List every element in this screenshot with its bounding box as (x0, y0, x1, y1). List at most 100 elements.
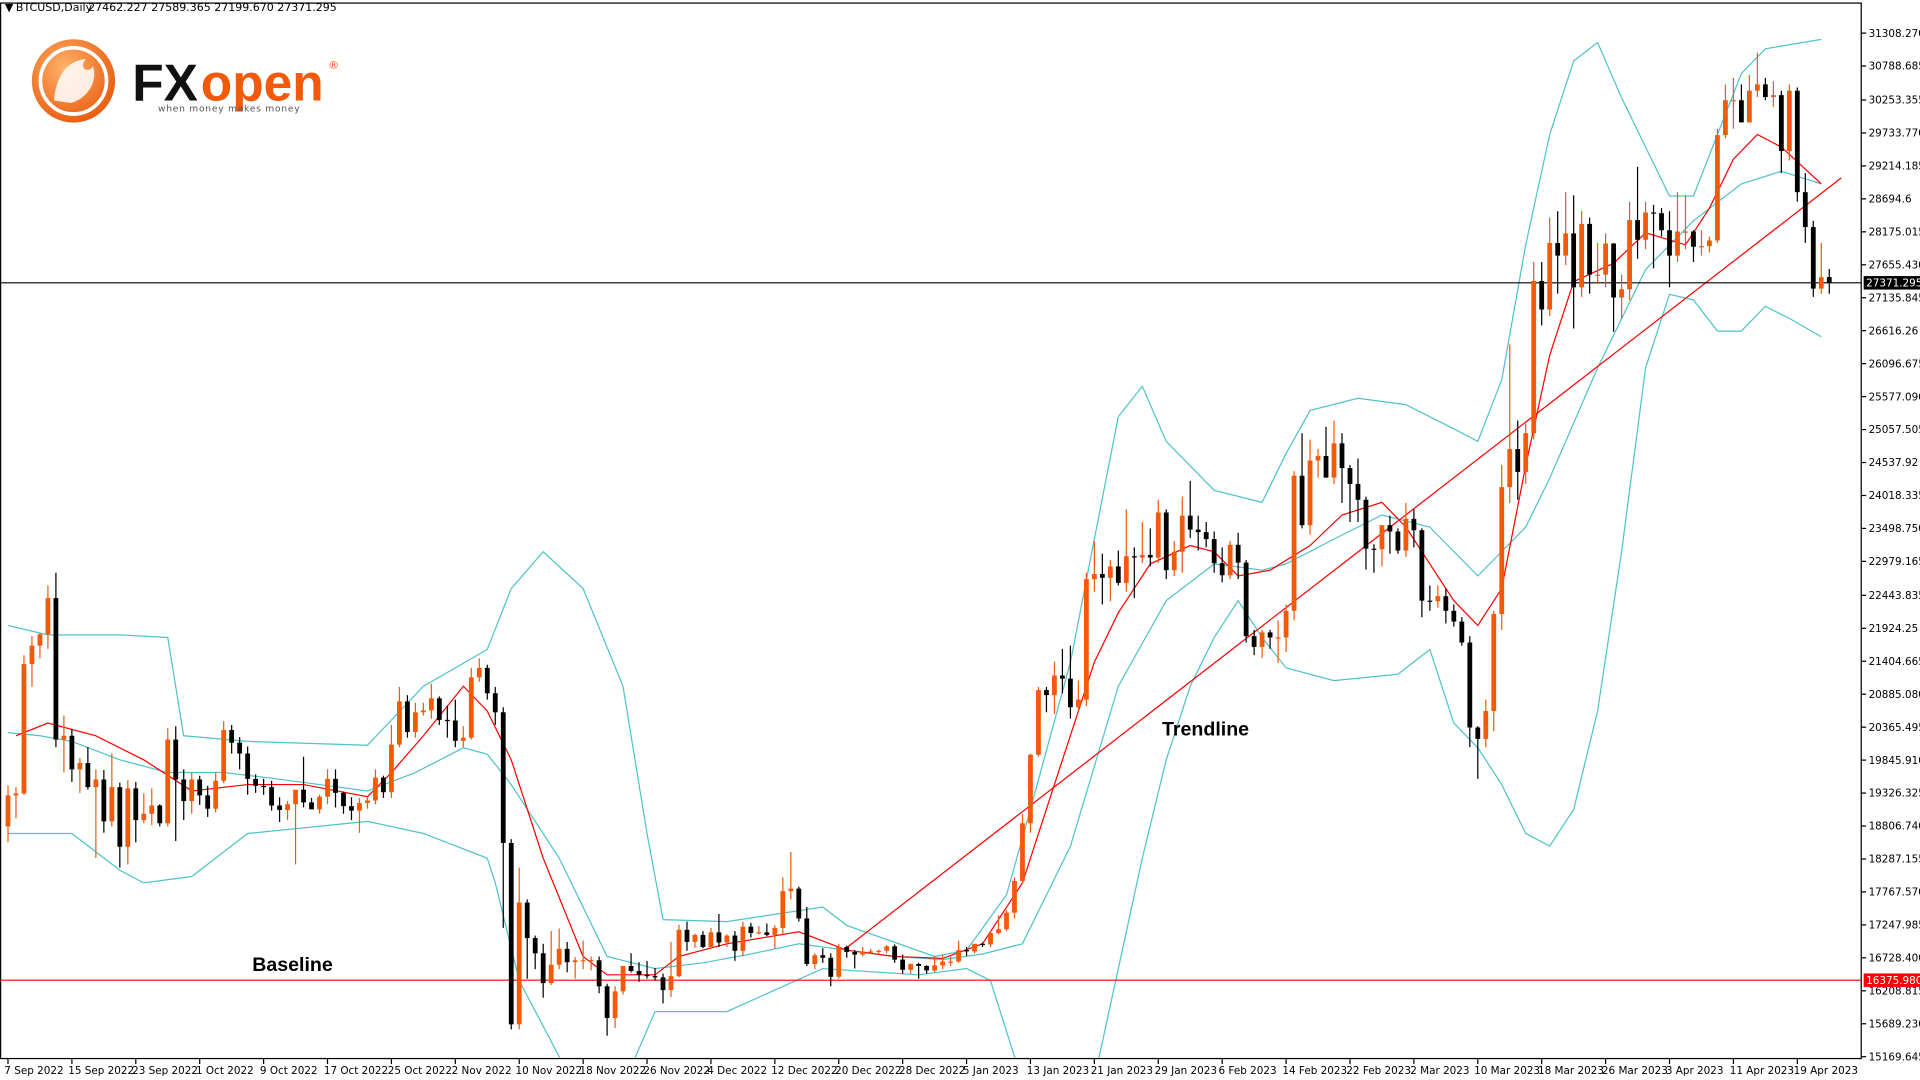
candle-body (532, 938, 538, 954)
candle-body (1707, 240, 1712, 247)
candle-body (1723, 100, 1728, 136)
candle-body (932, 965, 938, 971)
candle-body (1611, 243, 1616, 298)
candle-body (524, 902, 530, 939)
x-tick-label: 14 Feb 2023 (1282, 1065, 1347, 1077)
candle-body (564, 948, 570, 963)
candle-body (588, 960, 594, 962)
candle-body (748, 926, 754, 934)
candle-body (972, 943, 977, 952)
y-tick-label: 30788.685 (1869, 61, 1920, 73)
candle-body (117, 787, 123, 847)
candle-body (484, 667, 490, 694)
candle-body (1147, 554, 1153, 558)
candle-body (1395, 531, 1401, 551)
x-tick-label: 10 Nov 2022 (516, 1065, 583, 1077)
logo-ring (38, 45, 109, 116)
candle-body (293, 789, 298, 805)
candle-body (852, 952, 858, 955)
candle-body (1699, 246, 1704, 248)
candle-body (317, 796, 322, 810)
candle-body (309, 802, 314, 810)
candle-body (820, 955, 826, 958)
candle-body (1068, 678, 1073, 708)
candle-body (333, 778, 338, 793)
candle-body (1083, 579, 1089, 700)
candle-body (580, 960, 586, 962)
candle-body (1123, 556, 1129, 583)
x-tick-label: 13 Jan 2023 (1027, 1065, 1089, 1077)
candle-body (1754, 84, 1760, 91)
candle-body (1044, 690, 1049, 696)
x-tick-label: 9 Oct 2022 (260, 1065, 318, 1077)
candle-body (1331, 443, 1337, 478)
candle-body (1020, 823, 1025, 881)
logo-bull (53, 58, 95, 103)
candle-body (221, 730, 227, 781)
candle-body (1603, 243, 1609, 275)
candle-body (836, 946, 842, 977)
candle-body (508, 842, 514, 1025)
candle-body (357, 802, 362, 811)
candle-body (1347, 468, 1353, 484)
x-tick-label: 3 Apr 2023 (1666, 1065, 1724, 1077)
candle-body (796, 888, 802, 919)
candle-body (1778, 95, 1784, 151)
x-tick-label: 2 Nov 2022 (452, 1065, 512, 1077)
candle-body (756, 932, 762, 934)
y-tick-label: 17767.570 (1869, 887, 1920, 899)
candle-body (1163, 512, 1169, 571)
y-tick-label: 19845.910 (1869, 755, 1920, 767)
candle-body (205, 795, 211, 809)
candle-body (884, 946, 890, 951)
indicator-line (7, 293, 1822, 1058)
candle-body (85, 763, 91, 788)
candle-body (1052, 675, 1057, 696)
x-tick-label: 10 Mar 2023 (1474, 1065, 1540, 1077)
candle-body (1675, 231, 1680, 256)
candle-body (197, 779, 203, 796)
candle-body (1379, 525, 1385, 550)
candle-body (1643, 212, 1648, 240)
candle-body (1515, 449, 1521, 472)
candle-body (716, 932, 722, 943)
y-tick-label: 29733.770 (1869, 128, 1920, 140)
candle-body (1451, 610, 1457, 622)
x-tick-label: 1 Oct 2022 (196, 1065, 254, 1077)
candle-body (1571, 233, 1577, 288)
candle-body (788, 888, 794, 892)
candle-body (213, 780, 219, 809)
logo-fx: FX (132, 53, 198, 111)
candle-body (924, 965, 930, 971)
x-tick-label: 21 Jan 2023 (1091, 1065, 1153, 1077)
candle-body (1283, 610, 1289, 638)
candle-body (277, 805, 282, 810)
x-tick-label: 4 Dec 2022 (707, 1065, 767, 1077)
candle-body (1131, 556, 1137, 558)
x-tick-label: 25 Oct 2022 (388, 1065, 452, 1077)
x-tick-label: 26 Mar 2023 (1602, 1065, 1668, 1077)
candle-body (708, 932, 714, 947)
candle-body (1459, 621, 1465, 643)
candle-body (109, 787, 115, 822)
candle-body (1651, 212, 1656, 214)
x-tick-label: 12 Dec 2022 (771, 1065, 837, 1077)
y-tick-label: 21404.665 (1869, 656, 1920, 668)
candle-body (548, 964, 554, 984)
candle-body (1291, 475, 1297, 611)
candle-body (1419, 530, 1425, 601)
candle-body (876, 950, 882, 952)
candle-body (93, 779, 99, 788)
menu-arrow[interactable]: ▼ (5, 1, 14, 14)
candle-body (1770, 95, 1776, 98)
annotation: Baseline (252, 954, 333, 976)
candle-body (61, 735, 67, 740)
candle-body (141, 813, 147, 821)
candle-body (1259, 632, 1265, 647)
y-tick-label: 28694.6 (1869, 194, 1912, 206)
candle-body (1115, 566, 1121, 583)
candle-body (1786, 90, 1792, 151)
candle-body (1619, 289, 1624, 298)
logo-registered: ® (328, 59, 339, 72)
price-box (1863, 276, 1920, 290)
